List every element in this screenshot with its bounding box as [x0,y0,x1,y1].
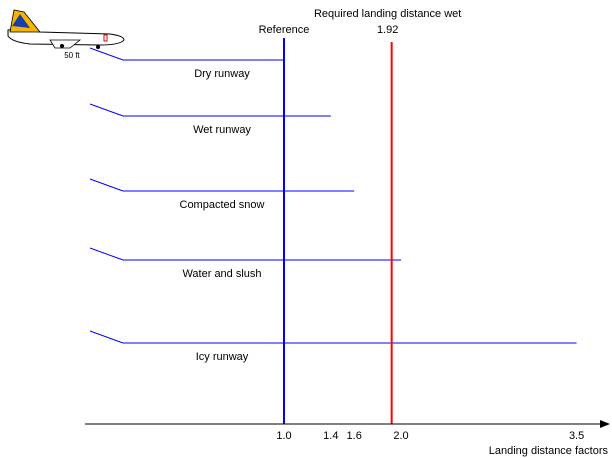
approach-line [89,247,124,261]
x-tick-label: 2.0 [393,430,408,442]
approach-height: 50 ft [64,51,80,60]
approach-line [89,103,124,117]
approach-line [89,47,124,61]
approach-line [89,178,124,192]
category-label: Icy runway [196,351,249,363]
required-label: Required landing distance wet [314,8,461,20]
x-axis-title: Landing distance factors [489,445,609,457]
x-tick-label: 1.6 [347,430,362,442]
x-tick-label: 1.0 [276,430,291,442]
approach-line [89,330,124,344]
x-tick-label: 1.4 [323,430,338,442]
reference-label: Reference [259,24,310,36]
category-label: Water and slush [182,268,261,280]
airplane-icon [7,9,125,49]
category-label: Wet runway [193,124,251,136]
category-label: Compacted snow [180,199,265,211]
category-label: Dry runway [194,68,250,80]
x-axis-arrow [600,420,610,428]
required-value: 1.92 [377,24,398,36]
x-tick-label: 3.5 [569,430,584,442]
